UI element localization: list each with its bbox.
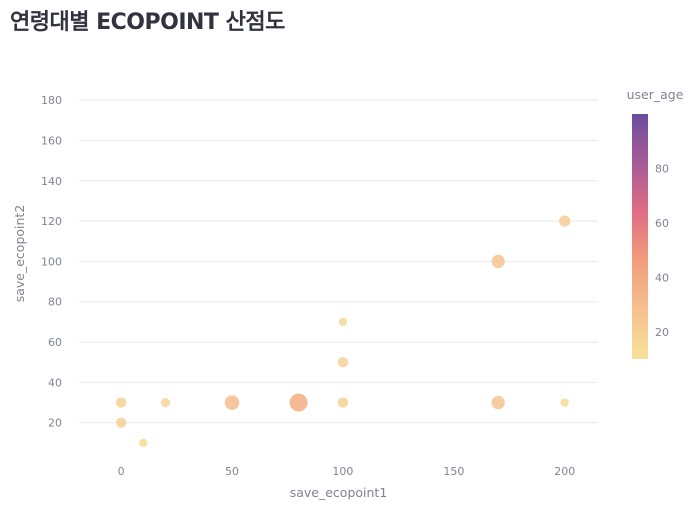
y-tick-label: 40 bbox=[48, 376, 62, 389]
y-axis-label: save_ecopoint2 bbox=[12, 205, 27, 303]
x-tick-label: 0 bbox=[118, 465, 125, 478]
y-tick-label: 100 bbox=[41, 255, 62, 268]
x-tick-label: 150 bbox=[443, 465, 464, 478]
chart-title: 연령대별 ECOPOINT 산점도 bbox=[10, 10, 285, 35]
scatter-point[interactable] bbox=[224, 395, 240, 410]
legend-tick-label: 80 bbox=[655, 162, 669, 175]
y-tick-label: 120 bbox=[41, 215, 62, 228]
legend-title: user_age bbox=[627, 87, 684, 102]
x-axis-label: save_ecopoint1 bbox=[290, 485, 388, 500]
scatter-point[interactable] bbox=[139, 438, 148, 448]
y-tick-label: 180 bbox=[41, 94, 62, 107]
y-tick-label: 80 bbox=[48, 296, 62, 309]
legend-tick-label: 60 bbox=[655, 217, 669, 230]
color-scale-bar bbox=[632, 114, 648, 359]
scatter-point[interactable] bbox=[289, 393, 308, 412]
scatter-point[interactable] bbox=[491, 395, 505, 410]
y-tick-label: 20 bbox=[48, 417, 62, 430]
x-tick-label: 200 bbox=[554, 465, 575, 478]
y-tick-label: 140 bbox=[41, 175, 62, 188]
scatter-point[interactable] bbox=[337, 397, 349, 408]
scatter-point[interactable] bbox=[115, 397, 127, 408]
x-tick-label: 50 bbox=[225, 465, 239, 478]
color-legend: user_age 20 40 60 80 bbox=[627, 87, 684, 359]
legend-tick-label: 20 bbox=[655, 326, 669, 339]
scatter-point[interactable] bbox=[560, 398, 569, 407]
y-tick-label: 60 bbox=[48, 336, 62, 349]
y-tick-label: 160 bbox=[41, 134, 62, 147]
scatter-point[interactable] bbox=[338, 317, 348, 327]
scatter-point[interactable] bbox=[115, 417, 127, 428]
scatter-point[interactable] bbox=[160, 398, 171, 408]
scatter-point[interactable] bbox=[491, 254, 505, 269]
x-tick-label: 100 bbox=[332, 465, 353, 478]
scatter-point[interactable] bbox=[559, 215, 571, 227]
legend-tick-label: 40 bbox=[655, 271, 669, 284]
scatter-point[interactable] bbox=[337, 357, 349, 368]
